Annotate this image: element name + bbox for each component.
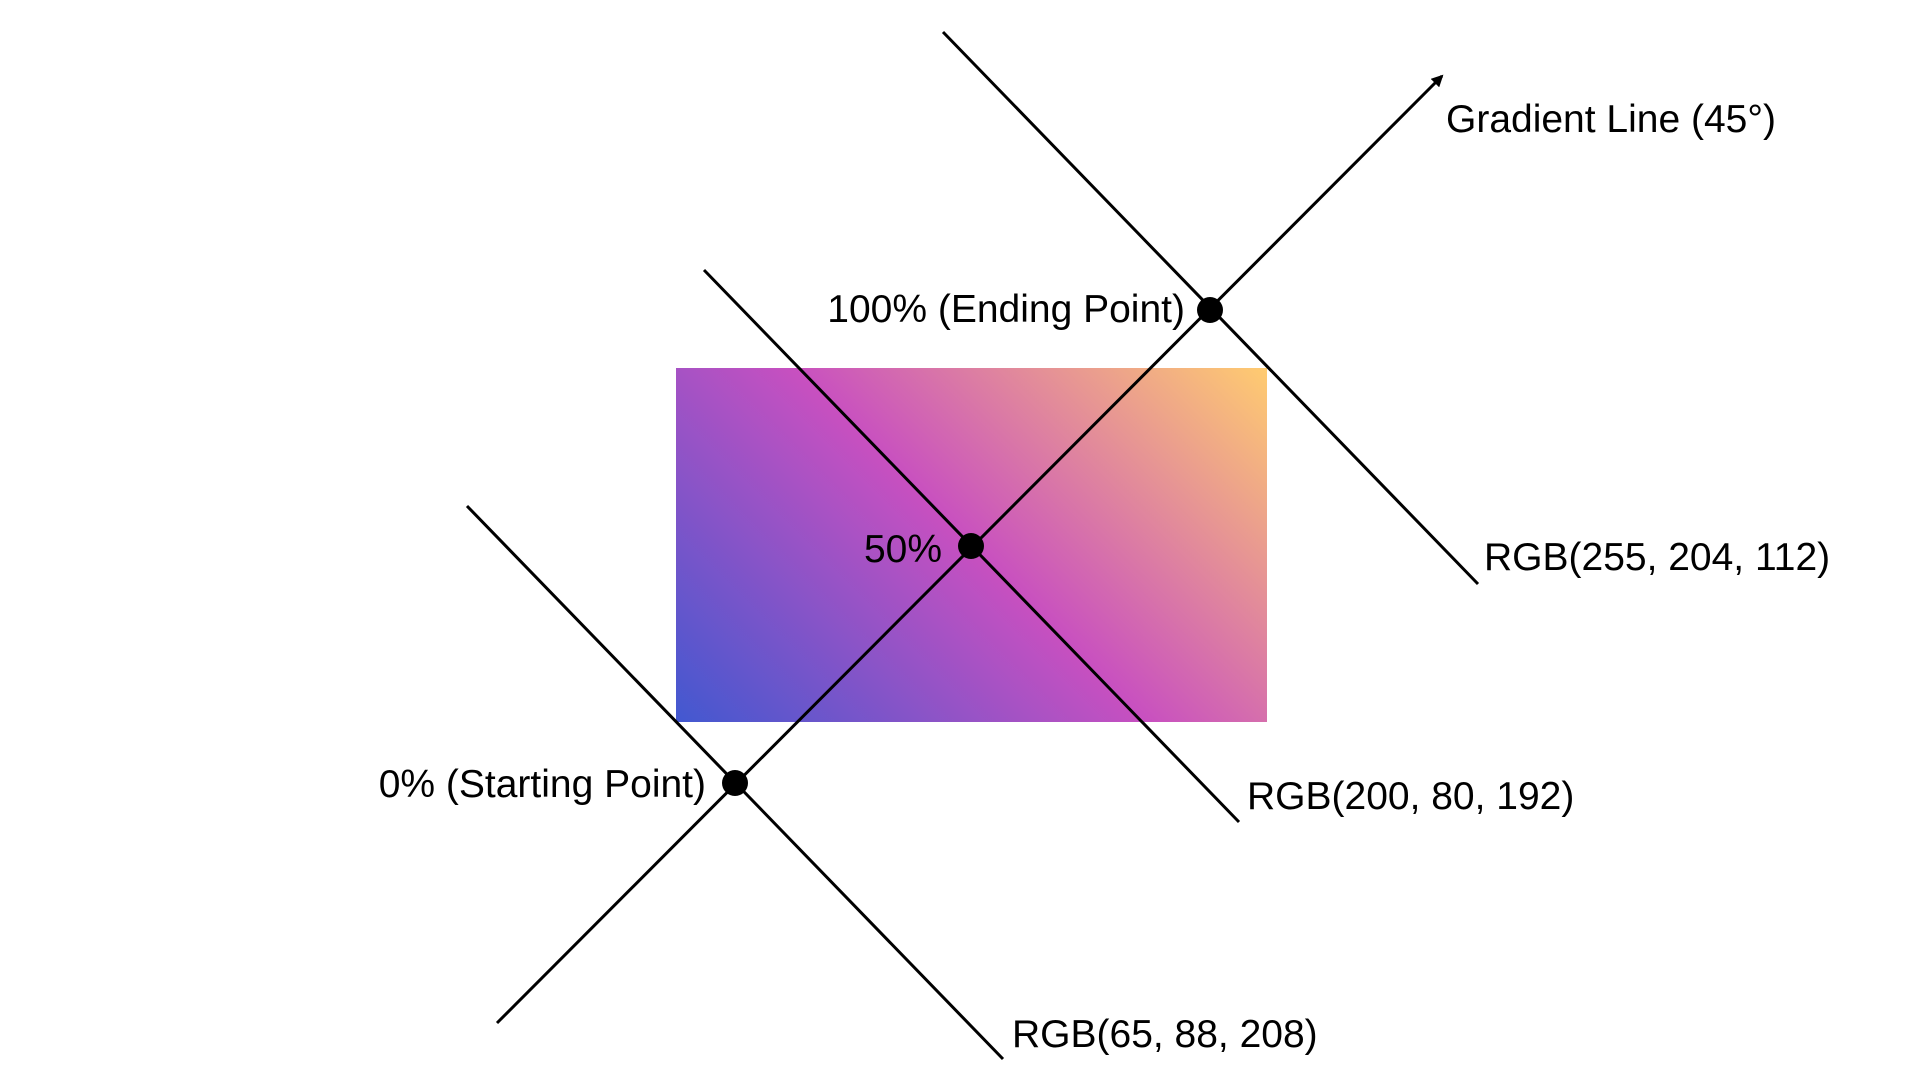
stop-point-50: [958, 533, 984, 559]
stop-color-label-0: RGB(65, 88, 208): [1012, 1013, 1318, 1056]
stop-color-label-50: RGB(200, 80, 192): [1247, 775, 1574, 818]
stop-color-label-100: RGB(255, 204, 112): [1484, 536, 1830, 579]
stop-position-label-100: 100% (Ending Point): [827, 288, 1185, 331]
stop-position-label-0: 0% (Starting Point): [379, 763, 706, 806]
stop-point-0: [722, 770, 748, 796]
stop-position-label-50: 50%: [864, 528, 942, 571]
gradient-line-label: Gradient Line (45°): [1446, 98, 1776, 141]
stop-point-100: [1197, 297, 1223, 323]
